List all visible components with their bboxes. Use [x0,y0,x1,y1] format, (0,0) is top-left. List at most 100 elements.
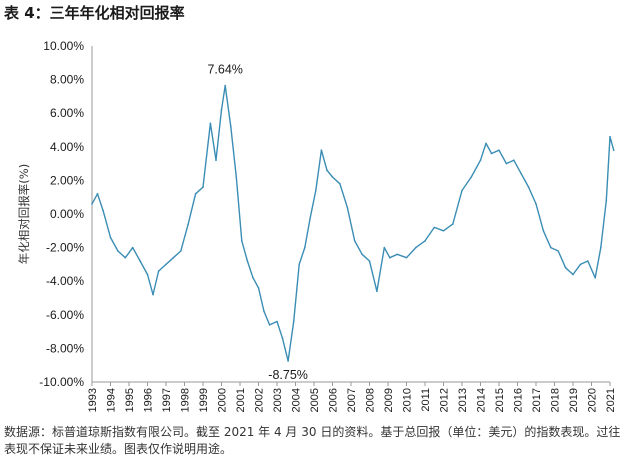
data-point [246,260,249,262]
y-tick-label: -2.00% [46,241,84,255]
x-tick-label: 1999 [198,388,210,412]
y-tick-label: -6.00% [46,308,84,322]
y-tick-label: 10.00% [43,39,84,53]
data-point [498,149,500,151]
data-point [320,149,323,151]
x-tick-label: 2012 [439,388,451,412]
x-tick-label: 2000 [217,388,229,412]
y-axis-title: 年化相对回报率(%) [17,164,31,264]
data-point [194,193,197,195]
chart: 年化相对回报率(%) 10.00% 8.00% 6.00% 4.00% 2.00% 0.0… [17,39,617,412]
data-point [157,270,160,272]
x-tick-label: 1998 [180,388,192,412]
x-tick-label: 1997 [161,388,173,412]
data-point [215,159,217,161]
data-point [331,176,334,178]
x-tick-label: 2006 [328,388,340,412]
y-tick-label: 4.00% [50,140,84,154]
data-point [209,122,212,125]
x-tick-label: 1996 [143,388,155,412]
x-tick-label: 2019 [568,388,580,412]
data-point [235,176,238,178]
data-point [180,250,182,252]
x-tick-label: 1993 [87,388,99,412]
data-point [587,260,589,262]
annotation-label: 7.64% [207,63,242,77]
data-point [452,223,454,225]
x-tick-label: 2002 [254,388,266,412]
y-tick-label: 6.00% [50,106,84,120]
data-point [383,246,386,249]
data-point [550,246,552,249]
y-tick-label: 8.00% [50,73,84,87]
data-point [479,159,482,161]
data-point [572,273,574,276]
y-tick-label: -4.00% [46,274,84,288]
y-tick-label: 0.00% [50,207,84,221]
data-point [376,290,378,293]
data-point [292,320,295,323]
data-point [609,135,611,138]
data-point [594,277,596,279]
data-point [172,256,175,259]
annotations: 7.64% -8.75% [207,63,307,382]
data-point [304,246,306,249]
data-point [557,250,559,252]
data-point [298,263,301,266]
data-point [405,256,408,259]
data-point [139,260,141,262]
x-tick-label: 2020 [587,388,599,412]
data-point [424,240,426,242]
x-tick-label: 2016 [513,388,525,412]
data-point [415,246,417,249]
data-point [315,189,317,192]
data-point [520,172,522,175]
data-point [396,253,399,256]
data-point [263,310,265,313]
data-point [442,230,445,232]
x-tick-label: 2015 [494,388,506,412]
data-point [605,199,608,202]
data-point [326,169,328,172]
x-tick-label: 2021 [605,388,617,412]
x-tick-label: 2018 [550,388,562,412]
data-point [470,176,473,178]
data-point [165,263,167,266]
data-point [131,246,134,249]
data-point [368,260,371,262]
data-point [579,263,582,266]
data-point [433,226,436,229]
data-point [268,324,271,326]
data-point [257,287,260,289]
x-tick-label: 2017 [531,388,543,412]
data-point [339,183,341,185]
data-point [224,84,226,87]
data-point [117,250,119,252]
data-point [241,240,243,242]
data-point [564,267,567,269]
x-tick-label: 2013 [457,388,469,412]
data-point [485,142,487,145]
data-point [309,216,312,219]
chart-title: 表 4：三年年化相对回报率 [4,4,185,22]
x-tick-labels: 1993 1994 1995 1996 1997 1998 1999 2000 2001 2002… [87,382,617,412]
data-point [513,159,515,161]
series-line [91,84,615,362]
data-point [361,253,363,256]
data-point [152,293,154,296]
data-point [220,109,223,111]
data-point [353,240,356,242]
data-point [542,230,545,232]
data-point [612,149,615,151]
x-tick-label: 2004 [291,388,303,412]
x-tick-label: 2007 [346,388,358,412]
source-note: 数据源：标普道琼斯指数有限公司。截至 2021 年 4 月 30 日的资料。基于… [4,425,621,456]
data-point [124,256,127,259]
data-point [102,209,104,212]
data-point [346,206,349,209]
data-point [505,162,508,165]
data-point [109,236,112,239]
y-tick-labels: 10.00% 8.00% 6.00% 4.00% 2.00% 0.00% -2.00% -4.… [39,39,84,389]
data-point [96,193,99,195]
x-tick-label: 2014 [476,388,488,412]
